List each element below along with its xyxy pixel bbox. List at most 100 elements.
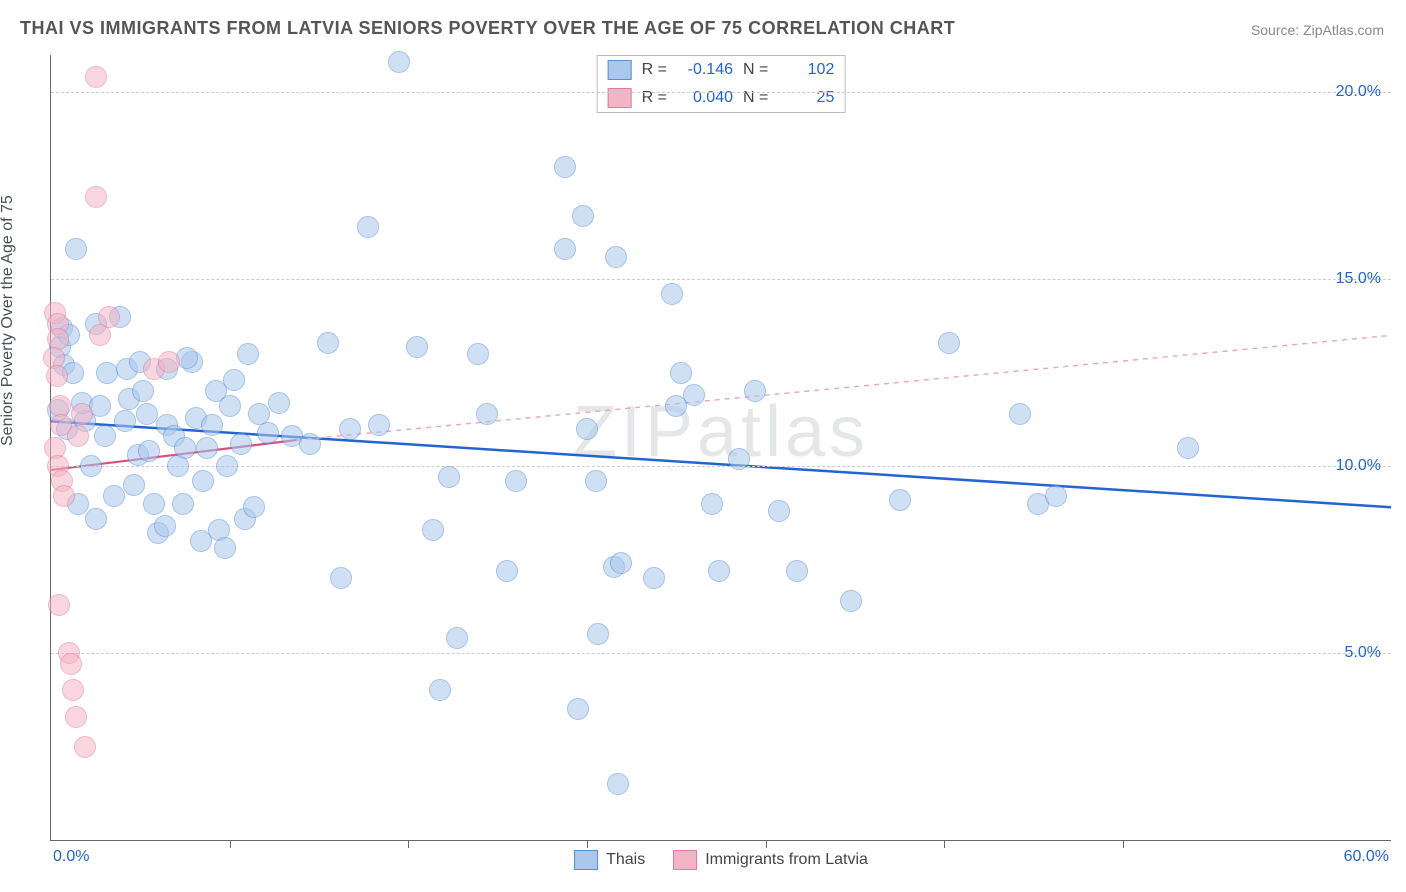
source-value: ZipAtlas.com <box>1303 22 1384 38</box>
x-axis-tick <box>1123 840 1124 848</box>
data-point <box>48 594 70 616</box>
stats-row: R =-0.146N =102 <box>598 56 845 84</box>
data-point <box>172 493 194 515</box>
data-point <box>505 470 527 492</box>
data-point <box>96 362 118 384</box>
data-point <box>339 418 361 440</box>
data-point <box>85 508 107 530</box>
legend-item: Immigrants from Latvia <box>673 850 868 870</box>
data-point <box>223 369 245 391</box>
data-point <box>132 380 154 402</box>
data-point <box>243 496 265 518</box>
data-point <box>103 485 125 507</box>
data-point <box>587 623 609 645</box>
data-point <box>123 474 145 496</box>
data-point <box>71 403 93 425</box>
stat-n-label: N = <box>743 61 768 79</box>
data-point <box>53 485 75 507</box>
chart-container: THAI VS IMMIGRANTS FROM LATVIA SENIORS P… <box>0 0 1406 892</box>
data-point <box>744 380 766 402</box>
data-point <box>62 679 84 701</box>
data-point <box>728 448 750 470</box>
data-point <box>429 679 451 701</box>
data-point <box>1009 403 1031 425</box>
data-point <box>60 653 82 675</box>
data-point <box>607 773 629 795</box>
legend-swatch <box>673 850 697 870</box>
data-point <box>661 283 683 305</box>
data-point <box>496 560 518 582</box>
regression-line <box>51 421 1391 507</box>
data-point <box>610 552 632 574</box>
x-axis-tick <box>766 840 767 848</box>
legend-item: Thais <box>574 850 645 870</box>
data-point <box>237 343 259 365</box>
data-point <box>136 403 158 425</box>
data-point <box>605 246 627 268</box>
data-point <box>46 365 68 387</box>
data-point <box>80 455 102 477</box>
source-attribution: Source: ZipAtlas.com <box>1251 22 1384 38</box>
y-axis-tick-label: 20.0% <box>1336 83 1381 101</box>
data-point <box>114 410 136 432</box>
gridline <box>51 92 1391 93</box>
data-point <box>257 422 279 444</box>
data-point <box>683 384 705 406</box>
series-swatch <box>608 60 632 80</box>
data-point <box>554 238 576 260</box>
plot-area: ZIPatlas R =-0.146N =102R =0.040N =25 Th… <box>50 55 1391 841</box>
data-point <box>585 470 607 492</box>
y-axis-tick-label: 15.0% <box>1336 270 1381 288</box>
data-point <box>406 336 428 358</box>
data-point <box>422 519 444 541</box>
stat-r-value: -0.146 <box>677 61 733 79</box>
data-point <box>357 216 379 238</box>
data-point <box>1177 437 1199 459</box>
data-point <box>768 500 790 522</box>
data-point <box>576 418 598 440</box>
data-point <box>67 425 89 447</box>
data-point <box>85 66 107 88</box>
data-point <box>201 414 223 436</box>
data-point <box>938 332 960 354</box>
data-point <box>446 627 468 649</box>
data-point <box>154 515 176 537</box>
legend-label: Thais <box>606 851 645 869</box>
data-point <box>74 736 96 758</box>
gridline <box>51 653 1391 654</box>
data-point <box>786 560 808 582</box>
data-point <box>196 437 218 459</box>
data-point <box>167 455 189 477</box>
x-axis-tick <box>408 840 409 848</box>
stat-n-value: 102 <box>778 61 834 79</box>
data-point <box>299 433 321 455</box>
data-point <box>98 306 120 328</box>
data-point <box>572 205 594 227</box>
legend-swatch <box>574 850 598 870</box>
data-point <box>670 362 692 384</box>
x-axis-max-label: 60.0% <box>1344 848 1389 866</box>
y-axis-tick-label: 10.0% <box>1336 457 1381 475</box>
x-axis-tick <box>944 840 945 848</box>
data-point <box>438 466 460 488</box>
x-axis-tick <box>587 840 588 848</box>
x-axis-tick <box>230 840 231 848</box>
data-point <box>388 51 410 73</box>
stats-box: R =-0.146N =102R =0.040N =25 <box>597 55 846 113</box>
data-point <box>567 698 589 720</box>
source-label: Source: <box>1251 22 1303 38</box>
data-point <box>230 433 252 455</box>
data-point <box>192 470 214 492</box>
data-point <box>268 392 290 414</box>
data-point <box>219 395 241 417</box>
data-point <box>317 332 339 354</box>
data-point <box>330 567 352 589</box>
series-swatch <box>608 88 632 108</box>
legend: Thais Immigrants from Latvia <box>574 850 868 870</box>
data-point <box>216 455 238 477</box>
data-point <box>174 437 196 459</box>
data-point <box>85 186 107 208</box>
data-point <box>889 489 911 511</box>
gridline <box>51 279 1391 280</box>
data-point <box>840 590 862 612</box>
